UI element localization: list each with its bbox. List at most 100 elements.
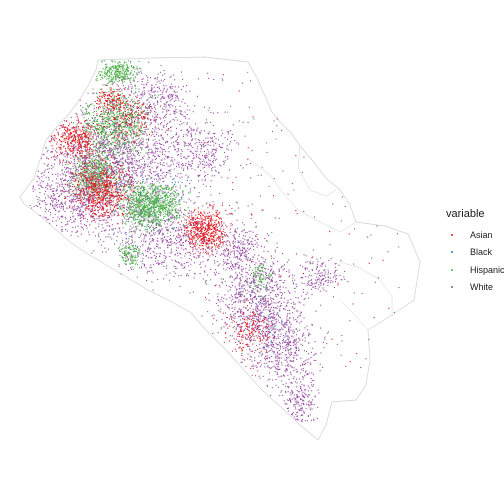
white-dot [134, 241, 136, 243]
white-dot [75, 209, 77, 211]
white-dot [247, 284, 249, 286]
white-dot [184, 226, 186, 228]
white-dot [118, 135, 120, 137]
white-dot [141, 147, 143, 149]
white-dot [293, 340, 295, 342]
white-dot [263, 296, 265, 298]
white-dot [221, 224, 223, 226]
white-dot [86, 113, 88, 115]
white-dot [308, 372, 310, 374]
white-dot [103, 185, 105, 187]
white-dot [131, 86, 133, 88]
white-dot [294, 406, 296, 408]
white-dot [72, 177, 74, 179]
white-dot [269, 304, 271, 306]
white-dot [317, 406, 319, 408]
white-dot [248, 317, 250, 319]
white-dot [144, 131, 146, 133]
white-dot [122, 157, 124, 159]
white-dot [238, 252, 240, 254]
white-dot [72, 216, 74, 218]
white-dot [294, 287, 296, 289]
white-dot [71, 190, 73, 192]
white-dot [39, 182, 41, 184]
white-dot [258, 269, 260, 271]
white-dot [97, 234, 99, 236]
white-dot [316, 417, 318, 419]
white-dot [307, 403, 309, 405]
white-dot [309, 387, 311, 389]
white-dot [307, 416, 309, 418]
white-dot [63, 171, 65, 173]
white-dot [271, 355, 273, 357]
white-dot [243, 302, 245, 304]
white-dot [172, 186, 174, 188]
white-dot [189, 90, 191, 92]
white-dot [258, 321, 260, 323]
white-dot [275, 314, 277, 316]
white-dot [201, 232, 203, 234]
white-dot [294, 381, 296, 383]
white-dot [85, 213, 87, 215]
white-dot [106, 171, 108, 173]
white-dot [177, 96, 179, 98]
white-dot [183, 225, 185, 227]
white-dot [167, 172, 169, 174]
white-dot [188, 236, 190, 238]
white-dot [83, 215, 85, 217]
white-dot [102, 119, 104, 121]
white-dot [143, 238, 145, 240]
white-dot [122, 171, 124, 173]
white-dot [113, 136, 115, 138]
white-dot [194, 230, 196, 232]
white-dot [94, 117, 96, 119]
white-dot [197, 156, 199, 158]
white-dot [125, 232, 127, 234]
white-dot [157, 190, 159, 192]
white-dot [273, 328, 275, 330]
white-dot [252, 291, 254, 293]
white-dot [131, 234, 133, 236]
white-dot [48, 171, 50, 173]
white-dot [54, 198, 56, 200]
white-dot [93, 92, 95, 94]
white-dot [257, 329, 259, 331]
white-dot [141, 164, 143, 166]
white-dot [138, 155, 140, 157]
white-dot [224, 280, 226, 282]
white-dot [79, 210, 81, 212]
white-dot [154, 234, 156, 236]
white-dot [135, 180, 137, 182]
white-dot [134, 232, 136, 234]
white-dot [238, 282, 240, 284]
white-dot [266, 275, 268, 277]
white-dot [211, 170, 213, 172]
white-dot [234, 318, 236, 320]
white-dot [180, 89, 182, 91]
white-dot [247, 282, 249, 284]
white-dot [143, 166, 145, 168]
white-dot [272, 280, 274, 282]
white-dot [217, 112, 219, 114]
white-dot [118, 247, 120, 249]
white-dot [248, 318, 250, 320]
white-dot [270, 275, 272, 277]
white-dot [116, 143, 118, 145]
white-dot [179, 224, 181, 226]
white-dot [144, 241, 146, 243]
white-dot [154, 175, 156, 177]
white-dot [125, 133, 127, 135]
white-dot [279, 310, 281, 312]
white-dot [292, 301, 294, 303]
white-dot [49, 189, 51, 191]
white-dot [312, 384, 314, 386]
white-dot [125, 194, 127, 196]
white-dot [86, 240, 88, 242]
white-dot [234, 301, 236, 303]
white-dot [45, 176, 47, 178]
white-dot [183, 235, 185, 237]
white-dot [103, 143, 105, 145]
white-dot [122, 138, 124, 140]
white-dot [164, 220, 166, 222]
white-dot [286, 403, 288, 405]
